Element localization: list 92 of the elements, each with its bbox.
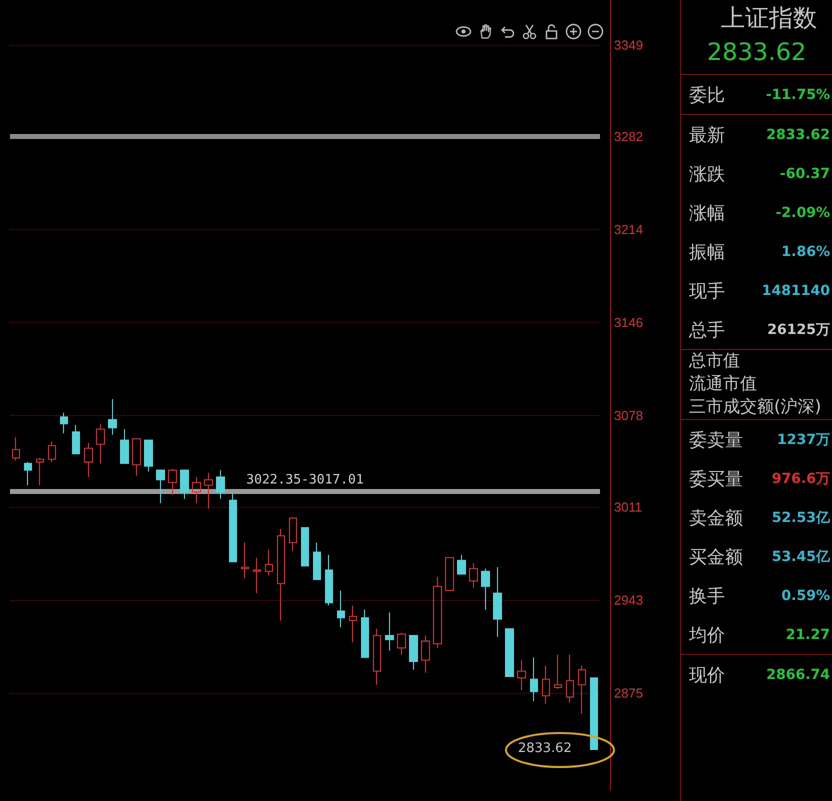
candlestick	[241, 542, 249, 579]
category-label: 涨跌	[689, 162, 725, 186]
category-label: 振幅	[689, 240, 725, 264]
text: 26125万	[767, 322, 830, 338]
y-tick-label: 3214	[614, 222, 643, 238]
candlestick	[24, 461, 32, 486]
candlestick	[180, 470, 189, 500]
candlestick	[72, 424, 80, 454]
candlestick	[120, 428, 129, 464]
candlestick	[469, 562, 478, 588]
category-label: 现手	[689, 280, 725, 302]
category-label: 最新	[689, 124, 725, 146]
candlestick	[36, 457, 44, 486]
y-tick-label: 3349	[614, 38, 643, 53]
candlestick	[457, 554, 466, 575]
candlestick	[433, 576, 442, 648]
category-label: 现价	[689, 664, 725, 686]
candlestick	[337, 590, 345, 628]
candlestick	[301, 527, 309, 566]
candlestick	[229, 492, 237, 562]
text: 0.59%	[781, 588, 830, 604]
candlestick	[313, 542, 321, 580]
candlestick	[132, 438, 141, 476]
candlestick	[566, 654, 574, 704]
y-tick-label: 3146	[614, 315, 643, 330]
category-label: 委比	[689, 84, 725, 106]
candlestick	[216, 470, 225, 500]
ref-line-label: 3022.35-3017.01	[246, 472, 364, 488]
candlestick	[493, 566, 502, 638]
text: 1.86%	[781, 244, 830, 260]
candlestick	[481, 568, 490, 610]
candlestick	[373, 628, 381, 686]
candlestick	[554, 654, 562, 690]
candlestick	[325, 554, 333, 606]
candlestick	[12, 436, 20, 462]
category-label: 买金额	[689, 546, 743, 568]
category-label: 换手	[689, 584, 725, 608]
candlestick	[421, 635, 430, 673]
candlestick	[505, 628, 514, 678]
candlestick	[144, 440, 153, 472]
text: 976.6万	[772, 470, 830, 486]
text: 53.45亿	[772, 548, 830, 564]
text: 52.53亿	[772, 510, 830, 526]
candlestick	[409, 635, 418, 670]
category-label: 卖金额	[689, 506, 743, 530]
candlestick	[578, 665, 586, 714]
category-label: 流通市值	[688, 373, 758, 396]
candlestick	[590, 677, 598, 750]
candlestick	[253, 557, 261, 594]
y-tick-label: 2875	[614, 685, 643, 700]
category-label: 委卖量	[689, 428, 743, 452]
category-label: 总市值	[681, 349, 832, 373]
candlestick	[168, 468, 177, 496]
candlestick	[60, 412, 68, 434]
y-tick-label: 2943	[614, 592, 643, 608]
category-label: 均价	[689, 624, 725, 646]
y-tick-label: 3011	[614, 500, 642, 515]
candlestick	[84, 442, 93, 478]
candlestick	[48, 440, 56, 462]
candlestick	[349, 604, 357, 643]
candlestick	[361, 609, 369, 658]
y-tick-label: 3282	[614, 129, 643, 144]
category-label: 委买量	[689, 468, 743, 490]
candlestick	[265, 548, 273, 576]
candlestick	[156, 470, 165, 504]
category-label: 涨幅	[689, 202, 725, 224]
candlestick	[289, 518, 297, 552]
text: -2.09%	[776, 204, 830, 220]
candlestick	[530, 656, 538, 702]
candlestick	[517, 660, 526, 691]
text: 2866.74	[766, 666, 830, 682]
category-label: 总手	[689, 318, 725, 342]
candlestick	[445, 557, 454, 591]
text: 1237万	[777, 432, 830, 448]
text: 2833.62	[706, 37, 808, 68]
text: 上证指数	[720, 3, 818, 34]
text: 2833.62	[766, 126, 830, 142]
candlestick	[397, 632, 406, 656]
text: -60.37	[780, 166, 830, 182]
candlestick	[385, 612, 394, 652]
text: -11.75%	[766, 86, 830, 102]
text: 1481140	[762, 282, 830, 298]
candlestick	[192, 476, 201, 504]
text: 21.27	[786, 626, 830, 642]
candlestick	[108, 398, 117, 436]
candlestick	[277, 528, 285, 622]
candlestick	[96, 423, 105, 464]
candlestick	[542, 665, 550, 704]
annotation: 2833.62	[518, 740, 572, 756]
candlestick	[204, 472, 213, 509]
category-label: 三市成交额(沪深)	[688, 396, 822, 419]
y-tick-label: 3078	[614, 408, 643, 423]
